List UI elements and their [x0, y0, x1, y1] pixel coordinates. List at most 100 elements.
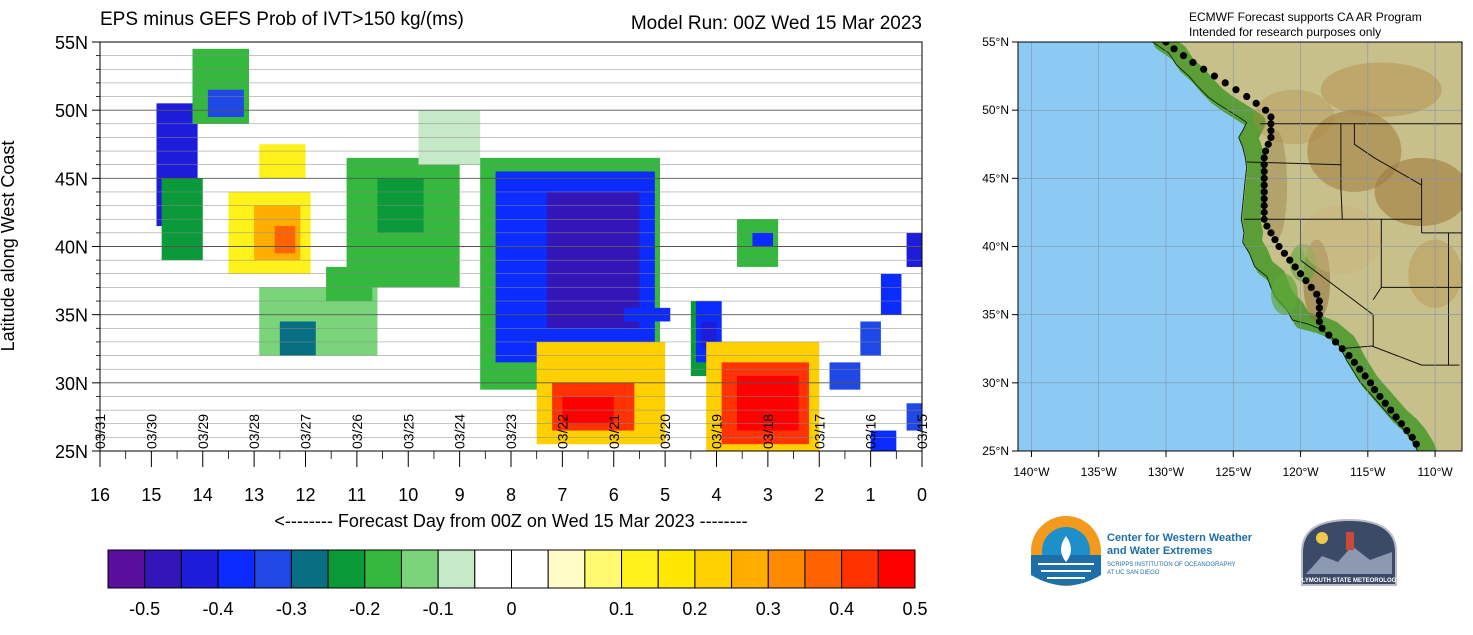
relief-patch: [1265, 130, 1288, 240]
colorbar-box: [511, 549, 549, 589]
x-tick-label: 5: [660, 485, 670, 505]
colorbar-label: -0.2: [349, 599, 380, 619]
track-point: [1296, 270, 1305, 278]
map-lat-label: 45°N: [982, 171, 1009, 185]
track-point: [1350, 358, 1358, 366]
map-panel: ECMWF Forecast supports CA AR Program In…: [982, 10, 1463, 479]
raindrop-icon: [1061, 536, 1071, 562]
x-tick-label: 7: [557, 485, 567, 505]
date-labels: 03/31 03/30 03/29 03/28 03/27 03/26 03/25 03/24…: [92, 414, 930, 449]
x-axis-label: <-------- Forecast Day from 00Z on Wed 1…: [274, 511, 747, 531]
coastal-track-points: [1162, 42, 1420, 448]
border-line: [1353, 123, 1422, 186]
date-label: 03/25: [400, 414, 416, 449]
x-tick-label: 8: [506, 485, 516, 505]
track-point: [1331, 338, 1340, 346]
map-lon-label: 120°W: [1282, 465, 1319, 479]
track-point: [1200, 65, 1208, 73]
heatmap-region: [880, 273, 902, 315]
colorbar-box: [657, 549, 696, 589]
track-point: [1267, 120, 1275, 128]
y-axis-label: Latitude along West Coast: [0, 141, 18, 352]
map-lon-label: 125°W: [1215, 465, 1252, 479]
track-point: [1264, 140, 1272, 148]
track-point: [1260, 181, 1268, 189]
colorbar-label: 0.5: [902, 599, 927, 619]
map-lat-label: 55°N: [982, 35, 1009, 49]
map-lon-label: 130°W: [1148, 465, 1185, 479]
map-area: [1018, 42, 1462, 451]
colorbar-label: 0.1: [609, 599, 634, 619]
cw3e-logo: Center for Western Weather and Water Ext…: [1031, 516, 1253, 586]
map-lon-label: 135°W: [1081, 465, 1118, 479]
x-tick-label: 9: [455, 485, 465, 505]
colorbar-label: -0.3: [276, 599, 307, 619]
map-lat-label: 35°N: [982, 308, 1009, 322]
heatmap-cells: [156, 48, 922, 451]
colorbar-box: [474, 549, 512, 589]
sun-icon: [1316, 532, 1328, 544]
y-tick-label: 35N: [55, 306, 88, 326]
credit-line-2: Intended for research purposes only: [1189, 25, 1381, 39]
track-point: [1267, 229, 1275, 237]
date-label: 03/22: [554, 414, 570, 449]
track-point: [1275, 242, 1283, 251]
track-point: [1366, 379, 1375, 387]
date-label: 03/18: [760, 414, 776, 449]
x-tick-label: 3: [763, 485, 773, 505]
colorbar-box: [107, 549, 146, 589]
date-label: 03/30: [143, 414, 159, 449]
map-lon-label: 115°W: [1350, 465, 1386, 479]
map-lat-label: 50°N: [982, 103, 1009, 117]
colorbar-label: -0.1: [423, 599, 454, 619]
track-point: [1260, 154, 1268, 162]
track-point: [1260, 161, 1268, 169]
weather-tower-icon: [1346, 532, 1354, 550]
colorbar-box: [694, 549, 733, 589]
track-point: [1221, 79, 1229, 87]
colorbar-box: [400, 549, 439, 589]
track-point: [1381, 399, 1389, 407]
cw3e-name-line1: Center for Western Weather: [1107, 532, 1253, 544]
track-point: [1170, 45, 1178, 53]
cw3e-name-line4: AT UC SAN DIEGO: [1107, 570, 1160, 576]
colorbar-box: [621, 549, 659, 589]
colorbar-label: 0.2: [682, 599, 707, 619]
border-line: [1339, 345, 1460, 366]
date-label: 03/16: [863, 414, 879, 449]
colorbar-box: [327, 549, 366, 589]
colorbar-label: 0: [506, 599, 516, 619]
chart-title: EPS minus GEFS Prob of IVT>150 kg/(ms): [100, 9, 464, 30]
track-point: [1286, 256, 1294, 264]
date-label: 03/24: [452, 414, 468, 449]
track-point: [1302, 276, 1310, 285]
colorbar-box: [254, 549, 292, 589]
x-tick-label: 1: [866, 485, 876, 505]
x-tick-label: 0: [917, 485, 927, 505]
track-point: [1356, 365, 1364, 373]
heatmap-region: [207, 89, 244, 117]
y-tick-label: 40N: [55, 238, 88, 258]
heatmap-region: [870, 430, 897, 451]
track-point: [1318, 324, 1326, 332]
heatmap-region: [829, 362, 861, 390]
track-point: [1313, 290, 1321, 298]
map-lat-label: 40°N: [982, 240, 1009, 254]
model-run-label: Model Run: 00Z Wed 15 Mar 2023: [631, 13, 922, 34]
coastline: [1152, 42, 1419, 451]
track-point: [1271, 236, 1279, 244]
y-tick-label: 25N: [55, 442, 88, 462]
relief-patch: [1270, 273, 1298, 315]
track-point: [1260, 215, 1268, 223]
track-point: [1315, 304, 1323, 312]
cw3e-name-line2: and Water Extremes: [1107, 545, 1212, 557]
x-tick-label: 15: [141, 485, 161, 505]
track-point: [1261, 147, 1270, 155]
track-point: [1179, 52, 1188, 60]
map-lon-ticks: 140°W 135°W 130°W 125°W 120°W 115°W 110°W: [1013, 451, 1453, 479]
track-point: [1370, 386, 1379, 394]
track-point: [1387, 406, 1395, 414]
date-label: 03/23: [503, 414, 519, 449]
track-point: [1361, 372, 1369, 380]
track-point: [1260, 174, 1268, 182]
